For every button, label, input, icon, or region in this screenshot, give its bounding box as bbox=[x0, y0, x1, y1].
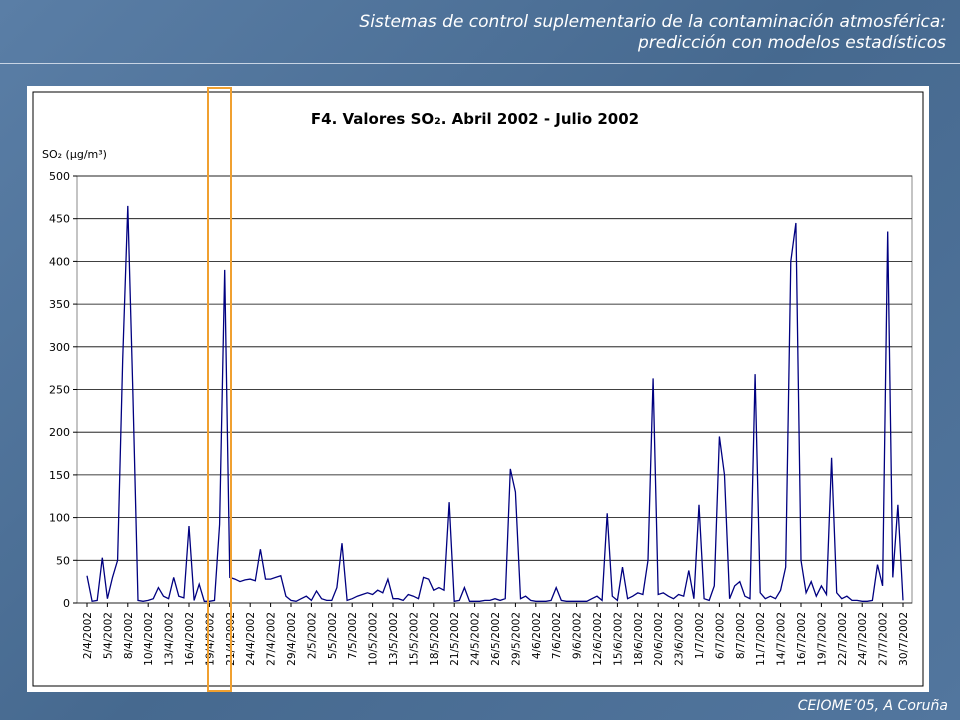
x-tick-label: 11/7/2002 bbox=[755, 612, 767, 666]
y-tick-label: 350 bbox=[49, 298, 70, 311]
y-axis-label: SO₂ (μg/m³) bbox=[42, 148, 107, 161]
x-tick-label: 21/5/2002 bbox=[449, 612, 461, 666]
chart-border bbox=[32, 91, 924, 687]
y-tick-label: 150 bbox=[49, 469, 70, 482]
y-tick-label: 300 bbox=[49, 341, 70, 354]
x-tick-label: 5/5/2002 bbox=[327, 612, 339, 659]
y-tick-label: 100 bbox=[49, 512, 70, 525]
highlight-box bbox=[207, 87, 232, 692]
x-tick-label: 30/7/2002 bbox=[898, 612, 910, 666]
slide-title: Sistemas de control suplementario de la … bbox=[359, 12, 946, 32]
x-tick-label: 10/4/2002 bbox=[143, 612, 155, 666]
x-tick-label: 13/4/2002 bbox=[164, 612, 176, 666]
x-tick-label: 8/7/2002 bbox=[735, 612, 747, 659]
x-tick-label: 6/7/2002 bbox=[714, 612, 726, 659]
series-line bbox=[86, 205, 904, 603]
x-tick-label: 24/4/2002 bbox=[245, 612, 257, 666]
y-tick-label: 500 bbox=[49, 170, 70, 183]
header-rule bbox=[0, 63, 960, 64]
chart-title: F4. Valores SO₂. Abril 2002 - Julio 2002 bbox=[311, 110, 639, 128]
x-tick-label: 7/5/2002 bbox=[347, 612, 359, 659]
x-tick-label: 2/4/2002 bbox=[82, 612, 94, 659]
x-tick-label: 14/7/2002 bbox=[776, 612, 788, 666]
x-tick-label: 15/5/2002 bbox=[408, 612, 420, 666]
x-tick-label: 16/4/2002 bbox=[184, 612, 196, 666]
x-tick-label: 18/5/2002 bbox=[429, 612, 441, 666]
footer: CEIOME’05, A Coruña bbox=[797, 698, 948, 714]
x-tick-label: 15/6/2002 bbox=[612, 612, 624, 666]
x-tick-label: 13/5/2002 bbox=[388, 612, 400, 666]
y-tick-label: 450 bbox=[49, 213, 70, 226]
x-tick-label: 16/7/2002 bbox=[796, 612, 808, 666]
x-tick-label: 18/6/2002 bbox=[633, 612, 645, 666]
y-tick-label: 200 bbox=[49, 426, 70, 439]
x-tick-label: 29/5/2002 bbox=[510, 612, 522, 666]
x-tick-label: 19/7/2002 bbox=[816, 612, 828, 666]
y-tick-label: 0 bbox=[63, 597, 70, 610]
x-tick-label: 1/7/2002 bbox=[694, 612, 706, 659]
x-tick-label: 5/4/2002 bbox=[102, 612, 114, 659]
x-tick-label: 8/4/2002 bbox=[123, 612, 135, 659]
x-tick-label: 23/6/2002 bbox=[674, 612, 686, 666]
x-tick-label: 22/7/2002 bbox=[837, 612, 849, 666]
x-tick-label: 9/6/2002 bbox=[572, 612, 584, 659]
x-tick-label: 24/5/2002 bbox=[470, 612, 482, 666]
y-tick-label: 400 bbox=[49, 255, 70, 268]
x-tick-label: 4/6/2002 bbox=[531, 612, 543, 659]
x-tick-label: 12/6/2002 bbox=[592, 612, 604, 666]
x-tick-label: 29/4/2002 bbox=[286, 612, 298, 666]
x-tick-label: 27/4/2002 bbox=[266, 612, 278, 666]
y-tick-label: 50 bbox=[56, 554, 70, 567]
x-tick-label: 20/6/2002 bbox=[653, 612, 665, 666]
x-tick-label: 2/5/2002 bbox=[306, 612, 318, 659]
x-tick-label: 10/5/2002 bbox=[368, 612, 380, 666]
x-tick-label: 24/7/2002 bbox=[857, 612, 869, 666]
x-tick-label: 7/6/2002 bbox=[551, 612, 563, 659]
slide-subtitle: predicción con modelos estadísticos bbox=[637, 33, 946, 53]
x-tick-label: 27/7/2002 bbox=[878, 612, 890, 666]
x-tick-label: 26/5/2002 bbox=[490, 612, 502, 666]
y-tick-label: 250 bbox=[49, 384, 70, 397]
